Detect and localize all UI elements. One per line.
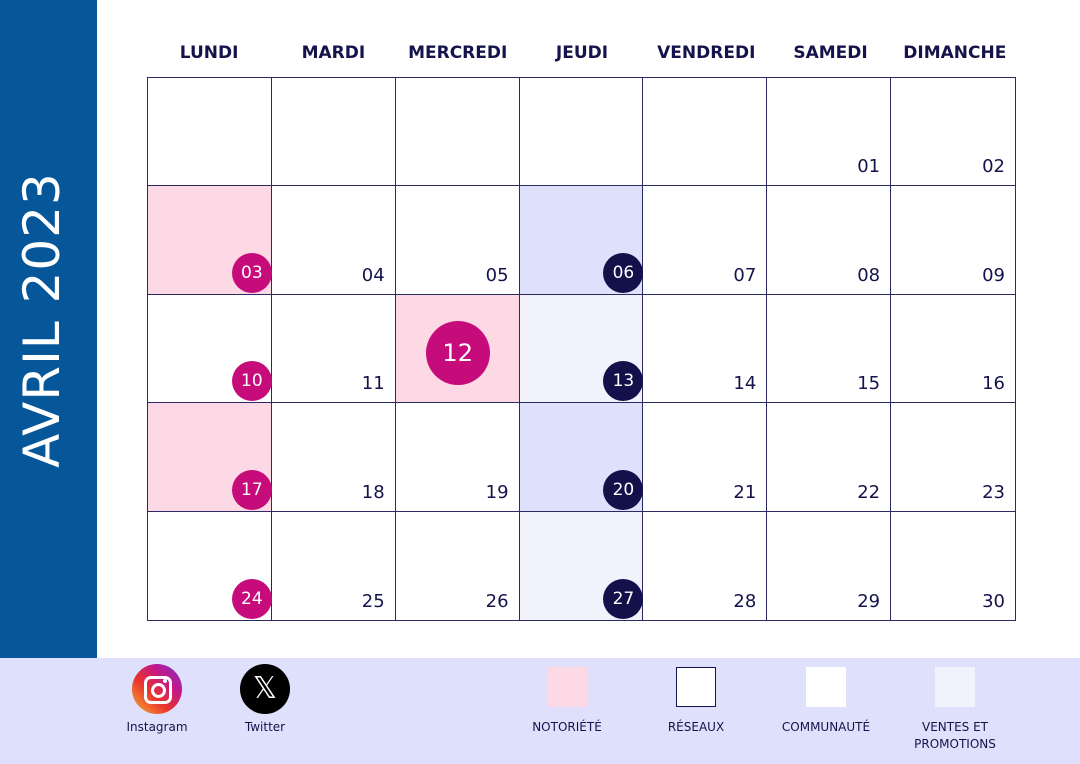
calendar-day-cell: 19: [395, 403, 520, 512]
legend-swatch: [935, 667, 975, 707]
calendar-day-cell: [148, 78, 272, 187]
calendar-grid: 01 02 03 04 05 06 07 08 09 10 11 12 13 14 15 16 17 18 19 20…: [147, 77, 1016, 621]
day-number: 11: [361, 373, 385, 395]
calendar-day-cell: 10: [148, 294, 272, 404]
day-number: 01: [857, 156, 881, 178]
legend-swatch: [806, 667, 846, 707]
calendar-day-cell: 15: [767, 294, 892, 404]
day-number: 14: [733, 373, 757, 395]
legend-label: RÉSEAUX: [667, 720, 725, 734]
day-number: 09: [982, 264, 1005, 286]
calendar-day-cell: 08: [767, 186, 892, 295]
day-number: 27: [603, 579, 644, 619]
calendar-day-cell: 22: [767, 403, 892, 512]
calendar-day-cell: [395, 78, 520, 187]
day-number: 30: [982, 591, 1005, 612]
day-number: 16: [982, 373, 1005, 395]
weekday-header: MARDI: [301, 43, 366, 63]
day-number: 22: [857, 481, 881, 503]
calendar-day-cell: 11: [271, 294, 396, 404]
calendar-day-cell: 04: [271, 186, 396, 295]
calendar-day-cell: 02: [891, 78, 1015, 187]
calendar-day-cell: 01: [767, 78, 892, 187]
day-number: 10: [231, 361, 272, 402]
legend-label: COMMUNAUTÉ: [781, 720, 871, 734]
day-number: 21: [733, 481, 757, 503]
side-band: AVRIL 2023: [0, 0, 97, 658]
calendar-day-cell: 24: [148, 511, 272, 620]
calendar-day-cell: 25: [271, 511, 396, 620]
day-number: 24: [231, 579, 272, 619]
calendar-day-cell: 17: [148, 403, 272, 512]
x-twitter-icon: 𝕏: [240, 664, 290, 714]
day-number: 13: [603, 361, 644, 402]
instagram-label: Instagram: [126, 720, 188, 734]
calendar-day-cell: 18: [271, 403, 396, 512]
calendar-day-cell: 16: [891, 294, 1015, 404]
day-number: 28: [733, 591, 757, 612]
calendar-day-cell: 23: [891, 403, 1015, 512]
month-title: AVRIL 2023: [13, 172, 71, 468]
day-number: 07: [733, 264, 757, 286]
calendar-day-cell: 29: [767, 511, 892, 620]
calendar-day-cell: 12: [395, 294, 520, 404]
legend-swatch: [676, 667, 716, 707]
instagram-icon: [132, 664, 182, 714]
legend-label: VENTES ET PROMOTIONS: [914, 720, 996, 751]
day-number: 20: [603, 469, 644, 510]
calendar-day-cell: 05: [395, 186, 520, 295]
calendar-day-cell: [519, 78, 644, 187]
weekday-header: VENDREDI: [657, 43, 756, 63]
weekday-header: JEUDI: [555, 43, 609, 63]
weekday-header: LUNDI: [179, 43, 239, 63]
day-number: 23: [982, 481, 1005, 503]
day-number: 25: [361, 591, 385, 612]
day-number: 02: [982, 156, 1005, 178]
day-number: 05: [485, 264, 509, 286]
legend-ventes: VENTES ET PROMOTIONS: [900, 667, 1010, 753]
day-number: 06: [603, 252, 644, 293]
calendar-day-cell: 06: [519, 186, 644, 295]
calendar-day-cell: [271, 78, 396, 187]
day-number: 15: [857, 373, 881, 395]
day-number: 29: [857, 591, 881, 612]
social-twitter: 𝕏 Twitter: [220, 664, 310, 734]
legend-footer: Instagram 𝕏 Twitter NOTORIÉTÉ RÉSEAUX CO…: [0, 658, 1080, 764]
day-number: 03: [231, 252, 272, 293]
legend-reseaux: RÉSEAUX: [641, 667, 751, 736]
calendar-day-cell: 09: [891, 186, 1015, 295]
calendar-day-cell: 20: [519, 403, 644, 512]
day-number: 17: [231, 469, 272, 510]
weekday-header: MERCREDI: [408, 43, 508, 63]
day-number: 18: [361, 481, 385, 503]
day-number: 08: [857, 264, 881, 286]
calendar-day-cell: 14: [643, 294, 768, 404]
day-number: 12: [425, 320, 490, 385]
calendar-day-cell: 21: [643, 403, 768, 512]
day-number: 04: [361, 264, 385, 286]
calendar-day-cell: 30: [891, 511, 1015, 620]
calendar-day-cell: [643, 78, 768, 187]
legend-communaute: COMMUNAUTÉ: [771, 667, 881, 736]
calendar-day-cell: 27: [519, 511, 644, 620]
legend-swatch: [547, 667, 587, 707]
day-number: 19: [485, 481, 509, 503]
calendar-day-cell: 26: [395, 511, 520, 620]
calendar-day-cell: 28: [643, 511, 768, 620]
calendar-day-cell: 03: [148, 186, 272, 295]
weekday-header: DIMANCHE: [903, 43, 1007, 63]
day-number: 26: [485, 591, 509, 612]
twitter-label: Twitter: [244, 720, 286, 734]
weekday-header: SAMEDI: [793, 43, 868, 63]
social-instagram: Instagram: [112, 664, 202, 734]
legend-notoriete: NOTORIÉTÉ: [512, 667, 622, 736]
legend-label: NOTORIÉTÉ: [532, 720, 602, 734]
calendar-day-cell: 13: [519, 294, 644, 404]
weekday-header-row: LUNDI MARDI MERCREDI JEUDI VENDREDI SAME…: [147, 40, 1017, 66]
calendar-day-cell: 07: [643, 186, 768, 295]
